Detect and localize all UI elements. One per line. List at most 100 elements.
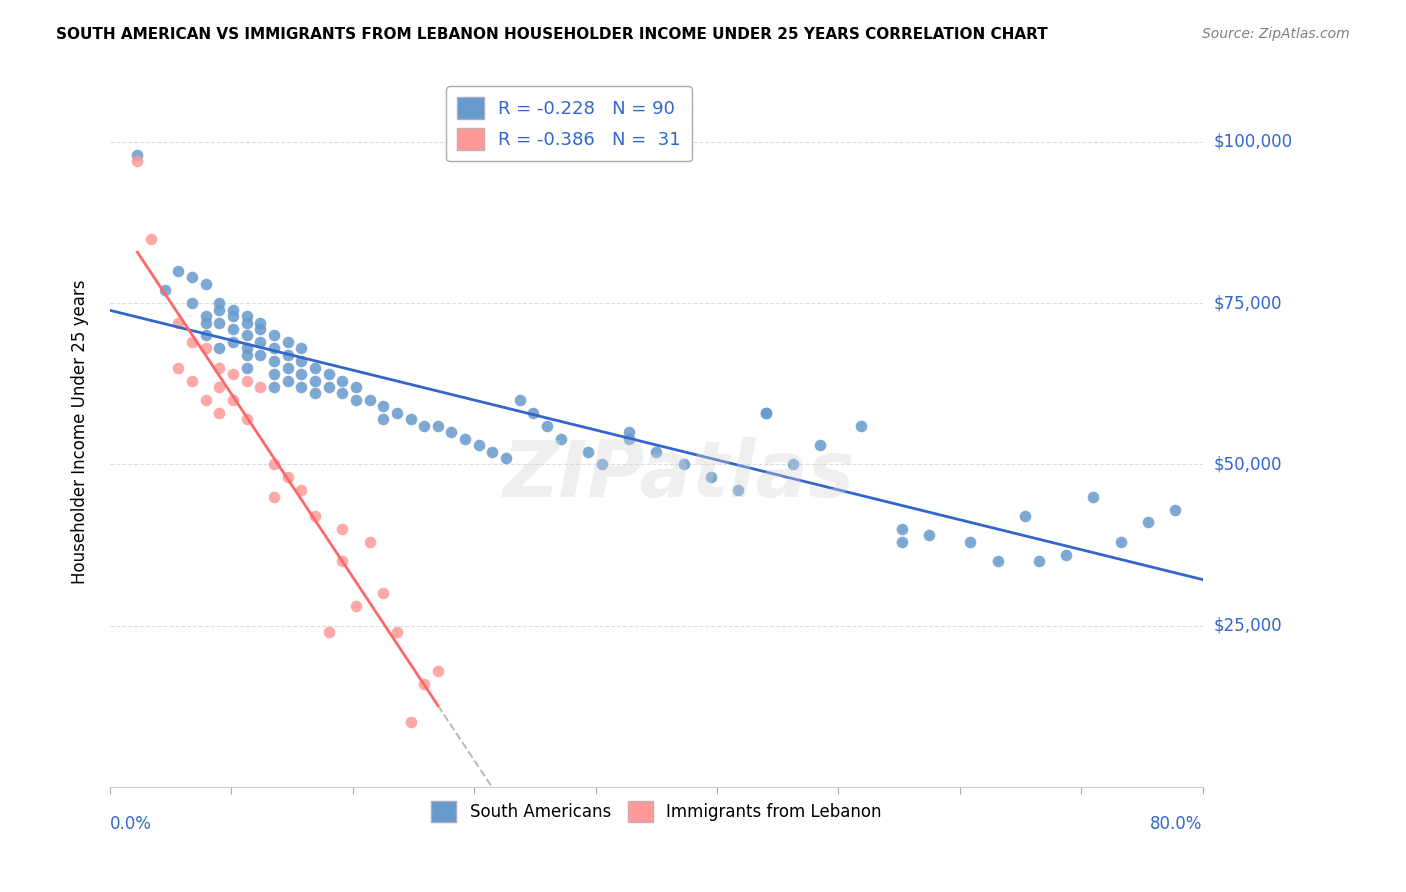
Point: [1136, 516, 1159, 530]
Point: [617, 425, 640, 440]
Point: [208, 342, 231, 356]
Point: [359, 534, 381, 549]
Point: [194, 309, 217, 323]
Point: [1164, 502, 1187, 516]
Point: [194, 392, 217, 407]
Point: [318, 625, 340, 640]
Point: [208, 296, 231, 310]
Point: [426, 664, 449, 678]
Point: [440, 425, 463, 440]
Point: [344, 392, 367, 407]
Point: [373, 400, 395, 414]
Point: [891, 534, 914, 549]
Point: [413, 677, 436, 691]
Point: [277, 360, 299, 375]
Point: [277, 374, 299, 388]
Point: [222, 302, 245, 317]
Point: [263, 367, 285, 381]
Point: [1054, 548, 1077, 562]
Text: $25,000: $25,000: [1213, 616, 1282, 635]
Point: [167, 316, 190, 330]
Point: [304, 374, 326, 388]
Point: [987, 554, 1010, 568]
Point: [249, 322, 271, 336]
Point: [413, 418, 436, 433]
Point: [167, 360, 190, 375]
Point: [591, 458, 613, 472]
Point: [754, 406, 776, 420]
Point: [617, 432, 640, 446]
Point: [290, 354, 312, 368]
Point: [959, 534, 981, 549]
Point: [304, 509, 326, 524]
Point: [304, 360, 326, 375]
Point: [454, 432, 477, 446]
Point: [290, 483, 312, 498]
Text: 0.0%: 0.0%: [110, 815, 152, 833]
Point: [318, 367, 340, 381]
Point: [373, 412, 395, 426]
Point: [181, 334, 204, 349]
Point: [1014, 509, 1036, 524]
Point: [181, 296, 204, 310]
Point: [235, 360, 257, 375]
Point: [235, 348, 257, 362]
Point: [194, 277, 217, 291]
Text: SOUTH AMERICAN VS IMMIGRANTS FROM LEBANON HOUSEHOLDER INCOME UNDER 25 YEARS CORR: SOUTH AMERICAN VS IMMIGRANTS FROM LEBANO…: [56, 27, 1047, 42]
Point: [194, 316, 217, 330]
Point: [208, 302, 231, 317]
Point: [263, 380, 285, 394]
Point: [139, 232, 162, 246]
Point: [1028, 554, 1050, 568]
Point: [249, 348, 271, 362]
Point: [263, 354, 285, 368]
Point: [208, 316, 231, 330]
Point: [782, 458, 804, 472]
Point: [235, 412, 257, 426]
Text: 80.0%: 80.0%: [1150, 815, 1202, 833]
Point: [385, 625, 408, 640]
Point: [918, 528, 941, 542]
Point: [222, 322, 245, 336]
Point: [808, 438, 831, 452]
Point: [304, 386, 326, 401]
Point: [359, 392, 381, 407]
Point: [290, 342, 312, 356]
Legend: South Americans, Immigrants from Lebanon: South Americans, Immigrants from Lebanon: [425, 795, 889, 829]
Text: Source: ZipAtlas.com: Source: ZipAtlas.com: [1202, 27, 1350, 41]
Point: [330, 522, 353, 536]
Point: [222, 334, 245, 349]
Point: [222, 392, 245, 407]
Point: [399, 715, 422, 730]
Point: [181, 374, 204, 388]
Point: [127, 148, 149, 162]
Point: [481, 444, 503, 458]
Point: [385, 406, 408, 420]
Point: [222, 309, 245, 323]
Point: [495, 450, 517, 465]
Point: [235, 374, 257, 388]
Point: [181, 270, 204, 285]
Point: [536, 418, 558, 433]
Point: [468, 438, 491, 452]
Point: [1109, 534, 1132, 549]
Point: [426, 418, 449, 433]
Text: ZIPatlas: ZIPatlas: [502, 437, 855, 513]
Point: [277, 348, 299, 362]
Point: [330, 386, 353, 401]
Point: [235, 328, 257, 343]
Text: $50,000: $50,000: [1213, 456, 1282, 474]
Point: [194, 328, 217, 343]
Point: [249, 380, 271, 394]
Point: [263, 458, 285, 472]
Point: [249, 334, 271, 349]
Point: [208, 406, 231, 420]
Point: [1083, 490, 1105, 504]
Point: [167, 264, 190, 278]
Point: [208, 380, 231, 394]
Point: [330, 374, 353, 388]
Point: [373, 586, 395, 600]
Y-axis label: Householder Income Under 25 years: Householder Income Under 25 years: [72, 280, 89, 584]
Point: [399, 412, 422, 426]
Point: [891, 522, 914, 536]
